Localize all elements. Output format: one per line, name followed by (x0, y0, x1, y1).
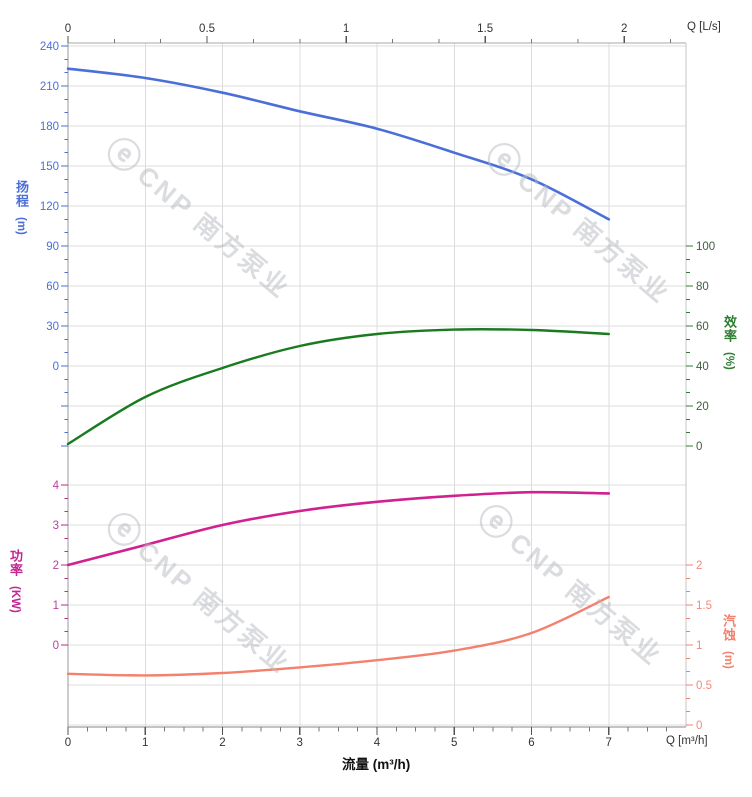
svg-text:5: 5 (451, 737, 457, 749)
svg-text:40: 40 (696, 361, 709, 373)
power-axis-title-text: 功率 (7, 549, 23, 577)
curves (66, 67, 611, 677)
power-curve (66, 490, 611, 567)
head-axis-title: 扬程 (m) (13, 180, 29, 235)
svg-text:2: 2 (219, 737, 225, 749)
power-axis-title: 功率 (KW) (7, 549, 23, 613)
svg-text:2: 2 (621, 23, 627, 35)
svg-text:120: 120 (40, 201, 59, 213)
svg-text:1: 1 (142, 737, 148, 749)
svg-text:150: 150 (40, 161, 59, 173)
head-axis: 240 210 180 150 120 90 60 30 0 (40, 41, 68, 447)
head-axis-unit: (m) (14, 217, 27, 235)
svg-text:4: 4 (374, 737, 381, 749)
npsh-axis-title-text: 汽蚀 (720, 614, 736, 642)
svg-text:2: 2 (696, 560, 702, 572)
npsh-curve (66, 595, 610, 677)
svg-text:20: 20 (696, 401, 709, 413)
svg-text:4: 4 (53, 480, 60, 492)
svg-text:1.5: 1.5 (696, 600, 712, 612)
bottom-axis-unit-label: Q [m³/h] (666, 735, 708, 747)
efficiency-axis-title: 效率 (%) (721, 315, 737, 370)
svg-text:7: 7 (606, 737, 612, 749)
head-axis-title-text: 扬程 (13, 180, 29, 208)
svg-text:0: 0 (696, 720, 702, 732)
svg-text:0: 0 (65, 23, 71, 35)
svg-text:0.5: 0.5 (199, 23, 215, 35)
grid (67, 43, 686, 727)
svg-text:3: 3 (53, 520, 59, 532)
svg-text:60: 60 (46, 281, 59, 293)
efficiency-axis-unit: (%) (722, 352, 735, 370)
power-axis-unit: (KW) (8, 586, 21, 613)
svg-text:90: 90 (46, 241, 59, 253)
efficiency-curve (66, 328, 610, 446)
svg-text:1.5: 1.5 (477, 23, 493, 35)
power-axis: 4 3 2 1 0 (53, 480, 68, 652)
x-axis-title: 流量 (m³/h) (342, 757, 411, 772)
top-axis-unit-label: Q [L/s] (687, 21, 721, 33)
svg-text:30: 30 (46, 321, 59, 333)
svg-text:180: 180 (40, 121, 59, 133)
svg-text:1: 1 (696, 640, 702, 652)
svg-text:0: 0 (53, 361, 59, 373)
svg-text:100: 100 (696, 241, 715, 253)
svg-text:3: 3 (297, 737, 303, 749)
head-curve (66, 67, 611, 221)
svg-text:2: 2 (53, 560, 59, 572)
svg-text:0: 0 (65, 737, 71, 749)
svg-text:80: 80 (696, 281, 709, 293)
efficiency-axis: 100 80 60 40 20 0 (686, 241, 715, 453)
svg-text:0: 0 (696, 441, 702, 453)
efficiency-axis-title-text: 效率 (721, 315, 737, 343)
npsh-axis-title: 汽蚀 (m) (720, 614, 736, 669)
top-axis: 0 0.5 1 1.5 2 (65, 23, 672, 43)
svg-text:6: 6 (528, 737, 534, 749)
bottom-axis: 0 1 2 3 4 5 6 7 (65, 727, 668, 749)
svg-text:1: 1 (343, 23, 349, 35)
svg-text:0: 0 (53, 640, 59, 652)
npsh-axis: 2 1.5 1 0.5 0 (686, 560, 712, 732)
svg-text:0.5: 0.5 (696, 680, 712, 692)
svg-text:60: 60 (696, 321, 709, 333)
svg-text:210: 210 (40, 81, 59, 93)
svg-text:240: 240 (40, 41, 59, 53)
npsh-axis-unit: (m) (721, 651, 734, 669)
svg-text:1: 1 (53, 600, 59, 612)
